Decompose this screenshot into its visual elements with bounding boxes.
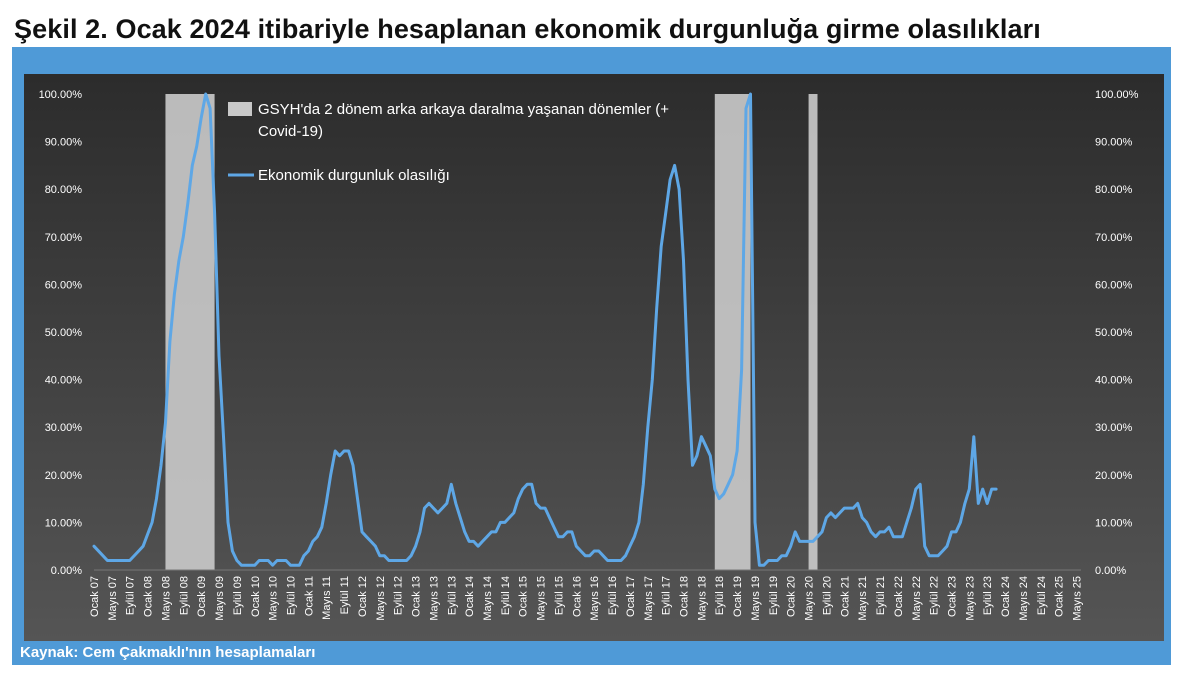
x-tick-15: Ocak 12 [357,576,369,617]
x-tick-48: Ocak 23 [946,576,958,617]
x-tick-46: Mayıs 22 [911,576,923,621]
x-tick-30: Ocak 17 [625,576,637,617]
x-tick-16: Mayıs 12 [375,576,387,621]
x-tick-27: Ocak 16 [571,576,583,617]
figure-title: Şekil 2. Ocak 2024 itibariyle hesaplanan… [14,14,1041,44]
y-tick-right-10: 100.00% [1095,89,1139,101]
x-tick-0: Ocak 07 [89,576,101,617]
x-tick-54: Ocak 25 [1054,576,1066,617]
recession-band-1 [165,94,215,570]
x-tick-4: Mayıs 08 [160,576,172,621]
x-tick-10: Mayıs 10 [268,576,280,621]
y-tick-right-0: 0.00% [1095,565,1126,577]
x-tick-33: Ocak 18 [679,576,691,617]
x-tick-43: Mayıs 21 [857,576,869,621]
y-tick-right-9: 90.00% [1095,137,1133,149]
y-tick-right-6: 60.00% [1095,279,1133,291]
x-tick-8: Eylül 09 [232,576,244,615]
x-tick-32: Eylül 17 [661,576,673,615]
y-tick-left-8: 80.00% [45,184,83,196]
y-tick-left-6: 60.00% [45,279,83,291]
x-tick-44: Eylül 21 [875,576,887,615]
y-tick-left-1: 10.00% [45,517,83,529]
x-tick-20: Eylül 13 [446,576,458,615]
y-tick-right-5: 50.00% [1095,327,1133,339]
legend-swatch-bands [228,102,252,116]
recession-probability-chart: 0.00% 0.00% 10.00% 10.00% 20.00% 20.00% 30.00%… [24,74,1164,641]
y-tick-right-4: 40.00% [1095,375,1133,387]
y-tick-left-2: 20.00% [45,470,83,482]
x-tick-34: Mayıs 18 [696,576,708,621]
x-tick-17: Eylül 12 [393,576,405,615]
x-tick-52: Mayıs 24 [1018,576,1030,621]
x-tick-6: Ocak 09 [196,576,208,617]
x-tick-53: Eylül 24 [1036,576,1048,615]
y-tick-right-7: 70.00% [1095,232,1133,244]
y-tick-right-3: 30.00% [1095,422,1133,434]
y-tick-left-3: 30.00% [45,422,83,434]
x-tick-55: Mayıs 25 [1072,576,1084,621]
x-tick-51: Ocak 24 [1000,576,1012,617]
y-tick-right-2: 20.00% [1095,470,1133,482]
y-tick-left-0: 0.00% [51,565,82,577]
x-tick-45: Ocak 22 [893,576,905,617]
chart-container: 0.00% 0.00% 10.00% 10.00% 20.00% 20.00% 30.00%… [24,74,1164,641]
y-tick-left-10: 100.00% [39,89,83,101]
x-tick-9: Ocak 10 [250,576,262,617]
x-tick-1: Mayıs 07 [107,576,119,621]
y-tick-right-8: 80.00% [1095,184,1133,196]
x-tick-36: Ocak 19 [732,576,744,617]
x-tick-28: Mayıs 16 [589,576,601,621]
x-tick-12: Ocak 11 [303,576,315,616]
x-tick-37: Mayıs 19 [750,576,762,621]
x-tick-3: Ocak 08 [143,576,155,617]
y-tick-left-9: 90.00% [45,137,83,149]
x-tick-23: Eylül 14 [500,576,512,615]
x-tick-31: Mayıs 17 [643,576,655,621]
x-tick-50: Eylül 23 [982,576,994,615]
x-tick-38: Eylül 19 [768,576,780,615]
x-tick-11: Eylül 10 [286,576,298,615]
series-line-recession-probability [92,92,998,567]
x-tick-39: Ocak 20 [786,576,798,617]
y-tick-left-5: 50.00% [45,327,83,339]
x-tick-25: Mayıs 15 [536,576,548,621]
x-tick-42: Ocak 21 [839,576,851,617]
x-tick-24: Ocak 15 [518,576,530,617]
source-note: Kaynak: Cem Çakmaklı'nın hesaplamaları [20,644,316,661]
x-tick-13: Mayıs 11 [321,576,333,620]
x-tick-18: Ocak 13 [411,576,423,617]
legend-label-bands: GSYH'da 2 dönem arka arkaya daralma yaşa… [258,101,669,140]
x-tick-21: Ocak 14 [464,576,476,617]
y-tick-left-4: 40.00% [45,375,83,387]
x-tick-47: Eylül 22 [929,576,941,615]
x-tick-19: Mayıs 13 [428,576,440,621]
x-tick-41: Eylül 20 [821,576,833,615]
x-tick-7: Mayıs 09 [214,576,226,621]
legend-label-line: Ekonomik durgunluk olasılığı [258,167,450,184]
x-tick-35: Eylül 18 [714,576,726,615]
y-tick-right-1: 10.00% [1095,517,1133,529]
x-tick-22: Mayıs 14 [482,576,494,621]
x-tick-29: Eylül 16 [607,576,619,615]
x-tick-26: Eylül 15 [553,576,565,615]
x-tick-2: Eylül 07 [125,576,137,615]
x-tick-49: Mayıs 23 [964,576,976,621]
recession-band-3 [808,94,818,570]
x-tick-5: Eylül 08 [178,576,190,615]
x-tick-14: Eylül 11 [339,576,351,614]
y-tick-left-7: 70.00% [45,232,83,244]
x-tick-40: Mayıs 20 [804,576,816,621]
